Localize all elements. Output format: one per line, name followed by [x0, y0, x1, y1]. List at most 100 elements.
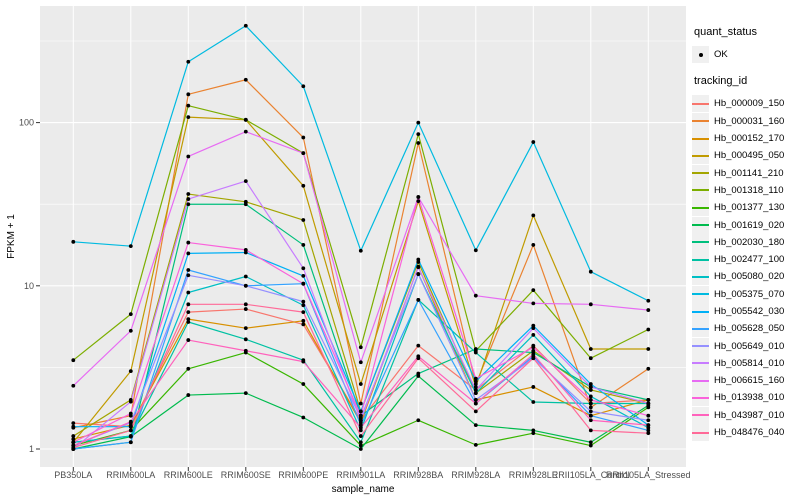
data-point [473, 423, 478, 428]
data-point [243, 179, 248, 184]
series-color-swatch [692, 275, 709, 278]
data-point [416, 132, 421, 137]
data-point [588, 405, 593, 410]
data-point [186, 290, 191, 295]
legend-item: Hb_001141_210 [692, 164, 798, 182]
data-point [358, 401, 363, 406]
data-point [588, 418, 593, 423]
data-point [416, 199, 421, 204]
y-tick-label: 1 [29, 444, 34, 454]
legend-item-ok: OK [692, 46, 798, 64]
data-point [473, 347, 478, 351]
data-point [646, 308, 651, 312]
legend-key [692, 303, 709, 320]
data-point [646, 366, 651, 371]
legend-item: Hb_000495_050 [692, 147, 798, 165]
data-point [531, 356, 536, 361]
legend-item: Hb_005649_010 [692, 337, 798, 355]
data-point [416, 195, 421, 199]
data-point [186, 197, 191, 201]
legend-item: Hb_006615_160 [692, 372, 798, 390]
legend-key [692, 268, 709, 286]
legend-item-label: Hb_001141_210 [714, 167, 784, 179]
data-point [588, 428, 593, 433]
data-point [358, 440, 363, 445]
legend-item-label: Hb_000009_150 [714, 98, 785, 110]
legend-item: Hb_048476_040 [692, 424, 798, 442]
data-point [186, 115, 191, 120]
data-point [646, 401, 651, 406]
legend-title-tracking-id: tracking_id [694, 75, 748, 88]
data-point [588, 347, 593, 351]
data-point [301, 359, 306, 364]
legend-quant-status: quant_status OK [692, 26, 798, 64]
data-point [243, 23, 248, 28]
data-point [186, 310, 191, 314]
legend-key [692, 354, 709, 372]
data-point [301, 266, 306, 271]
data-point [243, 307, 248, 311]
data-point [531, 345, 536, 350]
data-point [243, 117, 248, 122]
legend-key [692, 320, 709, 338]
legend-key [692, 251, 709, 269]
data-point [243, 247, 248, 252]
data-point [186, 103, 191, 108]
legend-item-label: Hb_005542_030 [714, 306, 785, 317]
data-point [186, 240, 191, 245]
legend-item-label: Hb_001377_130 [714, 202, 785, 214]
data-point [71, 424, 76, 429]
data-point [416, 343, 421, 348]
legend-item: Hb_000009_150 [692, 95, 798, 113]
series-color-swatch [692, 102, 709, 105]
series-color-swatch [692, 189, 709, 192]
data-point [71, 421, 76, 426]
data-point [531, 301, 536, 306]
data-point [473, 350, 478, 355]
data-point [588, 382, 593, 386]
data-point [301, 151, 306, 156]
data-point [646, 428, 651, 433]
x-tick-label: RRIM600PE [278, 470, 328, 480]
data-point [128, 428, 133, 433]
data-point [416, 356, 421, 361]
data-point [473, 397, 478, 402]
data-point [301, 84, 306, 89]
series-color-swatch [692, 379, 709, 382]
legend-item: Hb_043987_010 [692, 406, 798, 424]
series-color-swatch [692, 327, 709, 330]
legend-key [692, 112, 709, 130]
data-point [128, 424, 133, 429]
data-point [588, 401, 593, 406]
legend-key [692, 46, 709, 64]
legend-item-label: Hb_005080_020 [714, 271, 785, 283]
data-point [301, 281, 306, 286]
data-point [186, 251, 191, 256]
legend-item: Hb_000031_160 [692, 112, 798, 130]
data-point [128, 419, 133, 424]
data-point [646, 418, 651, 423]
data-point [186, 154, 191, 159]
data-point [416, 120, 421, 125]
legend-item: Hb_000152_170 [692, 130, 798, 148]
data-point [71, 358, 76, 363]
x-tick-label: RRIM901LA [336, 470, 385, 480]
data-point [358, 425, 363, 430]
data-point [186, 393, 191, 397]
data-point [588, 302, 593, 307]
data-point [416, 257, 421, 262]
data-point [473, 376, 478, 381]
line-chart-panel: 1 10 100 PB350LA RRIM600LA RRIM600LE RRIM600SE… [6, 6, 691, 495]
series-color-swatch [692, 120, 709, 123]
data-point [358, 360, 363, 365]
legend: quant_status OK tracking_id Hb_000009_15… [692, 26, 798, 454]
series-color-swatch [692, 154, 709, 157]
data-point [128, 244, 133, 249]
legend-item: Hb_005080_020 [692, 268, 798, 286]
data-point [473, 409, 478, 414]
x-tick-label: RRII105LA_Control [552, 470, 630, 480]
data-point [186, 320, 191, 324]
legend-tracking-id: tracking_id Hb_000009_150 Hb_000031_160 Hb… [692, 75, 798, 442]
data-point [473, 401, 478, 406]
legend-item-label: Hb_001318_110 [714, 184, 784, 196]
